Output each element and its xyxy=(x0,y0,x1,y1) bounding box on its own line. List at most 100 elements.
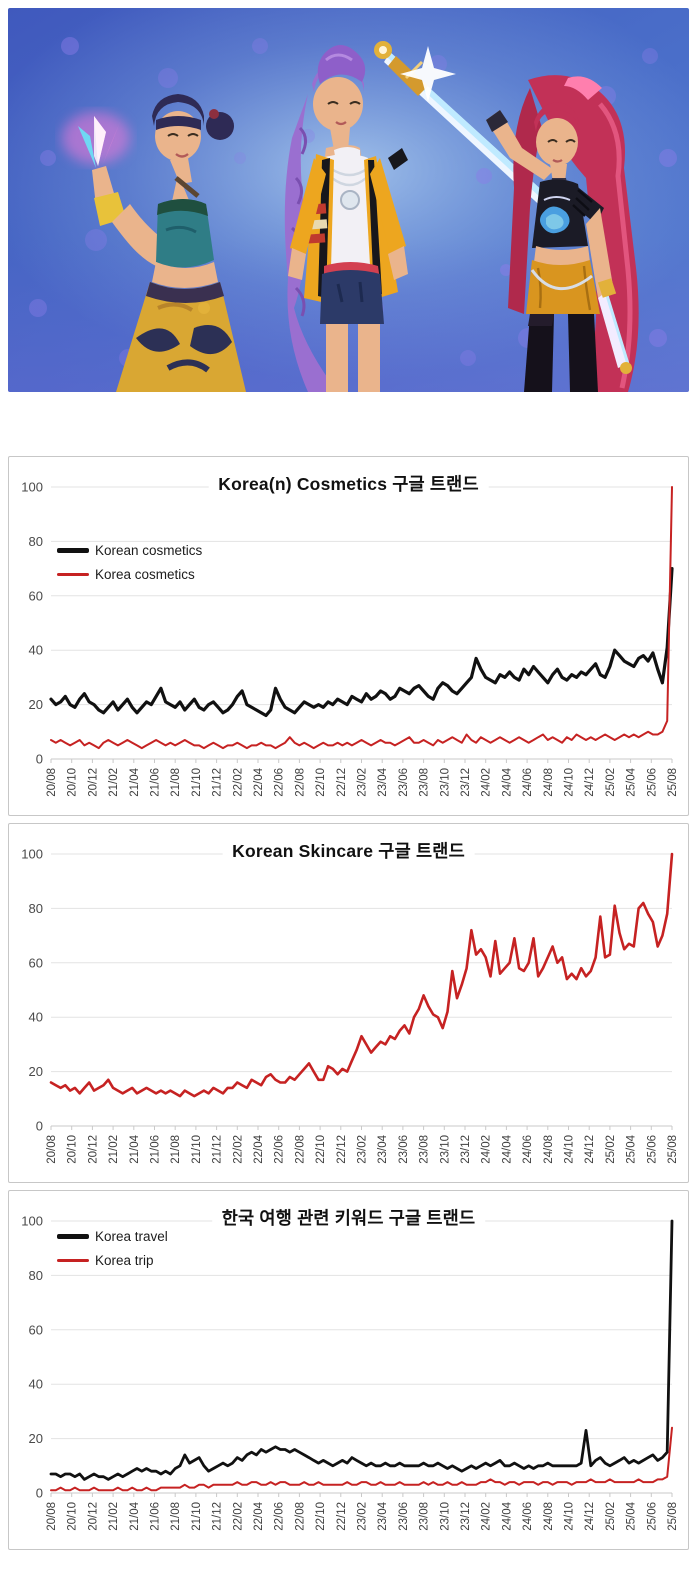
svg-text:23/06: 23/06 xyxy=(398,768,410,797)
svg-text:24/04: 24/04 xyxy=(501,1501,513,1530)
svg-text:20/08: 20/08 xyxy=(46,1502,58,1531)
svg-text:21/08: 21/08 xyxy=(170,1502,182,1531)
svg-text:23/10: 23/10 xyxy=(439,768,451,797)
svg-text:22/08: 22/08 xyxy=(294,1502,306,1531)
svg-text:100: 100 xyxy=(21,1214,43,1229)
svg-text:21/06: 21/06 xyxy=(150,1135,162,1164)
svg-text:24/12: 24/12 xyxy=(584,1135,596,1164)
series-swatch xyxy=(57,573,89,576)
svg-text:25/06: 25/06 xyxy=(646,768,658,797)
svg-text:23/02: 23/02 xyxy=(357,1502,369,1531)
chart-card-skincare: 0 20 40 60 80 100 20/08 20/10 20/12 21/02 21/04 21/… xyxy=(8,823,689,1183)
baton-weapon xyxy=(597,278,632,374)
svg-text:23/08: 23/08 xyxy=(419,768,431,797)
svg-text:80: 80 xyxy=(29,901,43,916)
svg-text:21/02: 21/02 xyxy=(108,1502,120,1531)
svg-text:23/08: 23/08 xyxy=(419,1502,431,1531)
svg-text:23/04: 23/04 xyxy=(377,1501,389,1530)
series-swatch xyxy=(57,548,89,553)
svg-text:25/02: 25/02 xyxy=(605,1502,617,1531)
svg-text:24/08: 24/08 xyxy=(543,1502,555,1531)
svg-text:23/10: 23/10 xyxy=(439,1502,451,1531)
svg-text:23/10: 23/10 xyxy=(439,1135,451,1164)
svg-text:25/06: 25/06 xyxy=(646,1502,658,1531)
series-label: Korea cosmetics xyxy=(95,567,195,582)
svg-text:23/06: 23/06 xyxy=(398,1135,410,1164)
svg-text:24/10: 24/10 xyxy=(564,1502,576,1531)
svg-text:22/12: 22/12 xyxy=(336,768,348,797)
svg-text:22/12: 22/12 xyxy=(336,1135,348,1164)
chart-title: 한국 여행 관련 키워드 구글 트랜드 xyxy=(211,1205,486,1230)
skincare-chart-canvas: 0 20 40 60 80 100 20/08 20/10 20/12 21/02 21/04 21/… xyxy=(21,847,679,1164)
svg-text:23/12: 23/12 xyxy=(460,1135,472,1164)
svg-text:22/02: 22/02 xyxy=(232,1135,244,1164)
svg-text:25/04: 25/04 xyxy=(626,1501,638,1530)
svg-text:40: 40 xyxy=(29,1377,43,1392)
svg-text:20/10: 20/10 xyxy=(67,1135,79,1164)
svg-text:20/08: 20/08 xyxy=(46,1135,58,1164)
svg-text:20/10: 20/10 xyxy=(67,768,79,797)
svg-text:20: 20 xyxy=(29,1431,43,1446)
svg-text:21/08: 21/08 xyxy=(170,1135,182,1164)
svg-text:25/08: 25/08 xyxy=(667,1502,679,1531)
svg-text:22/04: 22/04 xyxy=(253,767,265,796)
svg-text:21/06: 21/06 xyxy=(150,768,162,797)
series-swatch xyxy=(57,1234,89,1239)
svg-text:21/08: 21/08 xyxy=(170,768,182,797)
svg-text:24/02: 24/02 xyxy=(481,1135,493,1164)
svg-text:24/02: 24/02 xyxy=(481,1502,493,1531)
svg-text:21/10: 21/10 xyxy=(191,1502,203,1531)
svg-text:0: 0 xyxy=(36,1486,43,1501)
svg-text:22/06: 22/06 xyxy=(274,1502,286,1531)
svg-text:24/04: 24/04 xyxy=(501,767,513,796)
svg-text:23/02: 23/02 xyxy=(357,1135,369,1164)
svg-text:22/02: 22/02 xyxy=(232,1502,244,1531)
svg-text:23/08: 23/08 xyxy=(419,1135,431,1164)
svg-text:100: 100 xyxy=(21,480,43,495)
svg-text:21/04: 21/04 xyxy=(129,1501,141,1530)
svg-text:23/04: 23/04 xyxy=(377,1134,389,1163)
charts-stack: 0 20 40 60 80 100 20/08 20/10 20/12 21/02 21/04 21/… xyxy=(8,456,689,1550)
post-content: 0 20 40 60 80 100 20/08 20/10 20/12 21/02 21/04 21/… xyxy=(8,8,689,1556)
figure-center-character xyxy=(284,45,408,392)
svg-text:22/12: 22/12 xyxy=(336,1502,348,1531)
svg-text:21/12: 21/12 xyxy=(212,1502,224,1531)
svg-text:23/02: 23/02 xyxy=(357,768,369,797)
travel-chart-canvas: 0 20 40 60 80 100 20/08 20/10 20/12 21/02 21/04 21/… xyxy=(21,1214,679,1531)
legend-item: Korean cosmetics xyxy=(57,543,202,558)
hero-illustration xyxy=(8,8,689,392)
chart-legend: Korean cosmetics Korea cosmetics xyxy=(57,543,202,582)
legend-item: Korea travel xyxy=(57,1229,168,1244)
svg-text:24/06: 24/06 xyxy=(522,768,534,797)
svg-text:24/12: 24/12 xyxy=(584,1502,596,1531)
chart-title: Korean Skincare 구글 트랜드 xyxy=(222,838,475,863)
svg-text:25/08: 25/08 xyxy=(667,768,679,797)
series-label: Korea trip xyxy=(95,1253,154,1268)
svg-text:21/02: 21/02 xyxy=(108,768,120,797)
svg-text:24/06: 24/06 xyxy=(522,1135,534,1164)
series-swatch xyxy=(57,1259,89,1262)
svg-text:40: 40 xyxy=(29,643,43,658)
svg-text:23/12: 23/12 xyxy=(460,768,472,797)
svg-text:21/04: 21/04 xyxy=(129,767,141,796)
svg-text:20/12: 20/12 xyxy=(87,1502,99,1531)
svg-text:24/08: 24/08 xyxy=(543,1135,555,1164)
svg-text:20: 20 xyxy=(29,1064,43,1079)
svg-text:0: 0 xyxy=(36,752,43,767)
svg-text:25/04: 25/04 xyxy=(626,1134,638,1163)
svg-text:24/10: 24/10 xyxy=(564,768,576,797)
svg-text:20/08: 20/08 xyxy=(46,768,58,797)
chart-title: Korea(n) Cosmetics 구글 트랜드 xyxy=(208,471,489,496)
svg-text:24/12: 24/12 xyxy=(584,768,596,797)
svg-text:80: 80 xyxy=(29,534,43,549)
svg-text:22/02: 22/02 xyxy=(232,768,244,797)
svg-text:25/02: 25/02 xyxy=(605,1135,617,1164)
svg-text:60: 60 xyxy=(29,955,43,970)
svg-text:80: 80 xyxy=(29,1268,43,1283)
svg-text:21/10: 21/10 xyxy=(191,1135,203,1164)
svg-text:22/06: 22/06 xyxy=(274,768,286,797)
svg-text:20/10: 20/10 xyxy=(67,1502,79,1531)
svg-text:25/06: 25/06 xyxy=(646,1135,658,1164)
chart-card-cosmetics: 0 20 40 60 80 100 20/08 20/10 20/12 21/02 21/04 21/… xyxy=(8,456,689,816)
svg-text:22/04: 22/04 xyxy=(253,1134,265,1163)
